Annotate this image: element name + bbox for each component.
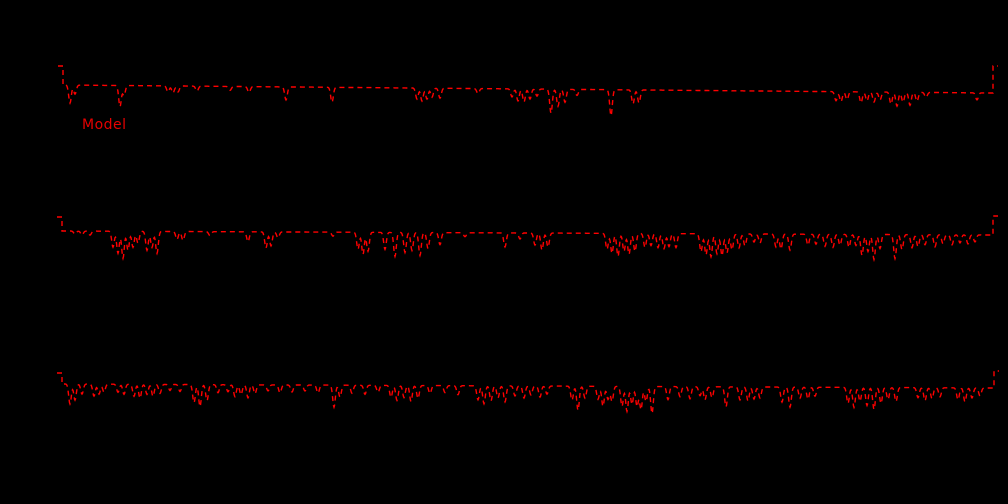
model-spectrum-panel-2: [57, 215, 998, 263]
model-legend-label: Model: [82, 117, 127, 133]
model-spectrum-panel-3: [57, 370, 999, 417]
model-spectrum-panel-1: [58, 65, 998, 119]
